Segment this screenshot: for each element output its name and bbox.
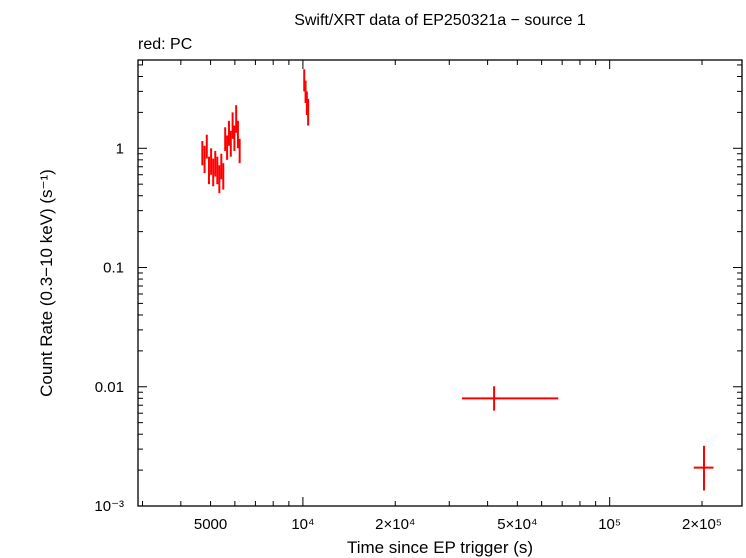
y-tick-label: 0.1 (103, 260, 124, 277)
x-tick-label: 5000 (194, 516, 227, 533)
x-axis-label: Time since EP trigger (s) (347, 538, 533, 557)
axis-ticks (138, 60, 742, 507)
data-point (303, 69, 306, 92)
data-point (233, 125, 236, 151)
data-point (207, 156, 210, 185)
y-tick-labels: 10⁻³ 0.01 0.1 1 (94, 140, 124, 515)
data-point (693, 445, 714, 491)
data-point (218, 165, 221, 194)
data-point (227, 120, 230, 146)
chart-title: Swift/XRT data of EP250321a − source 1 (294, 12, 586, 29)
data-point (231, 112, 234, 139)
data-point (212, 158, 215, 187)
x-tick-label: 10⁴ (291, 516, 314, 533)
data-point (305, 91, 308, 116)
data-point (226, 135, 229, 160)
y-tick-label: 1 (116, 140, 124, 157)
chart-subtitle: red: PC (138, 36, 192, 53)
data-point (307, 98, 310, 126)
x-tick-label: 5×10⁴ (497, 516, 537, 533)
data-point (238, 138, 241, 164)
data-point (220, 153, 223, 180)
data-point (201, 141, 204, 166)
data-points (201, 69, 714, 491)
x-tick-labels: 5000 10⁴ 2×10⁴ 5×10⁴ 10⁵ 2×10⁵ (194, 516, 722, 533)
data-point (205, 134, 208, 159)
y-axis-label: Count Rate (0.3−10 keV) (s⁻¹) (37, 169, 56, 397)
data-point (304, 80, 307, 103)
data-point (235, 105, 238, 133)
data-point (224, 127, 227, 151)
plot-frame (137, 59, 743, 507)
data-point (236, 120, 239, 149)
x-tick-label: 2×10⁴ (375, 516, 415, 533)
data-point (203, 145, 206, 174)
data-point (214, 150, 217, 177)
data-point (216, 156, 219, 185)
y-tick-label: 0.01 (95, 379, 124, 396)
data-point (461, 386, 559, 411)
data-point (210, 148, 213, 175)
data-point (222, 163, 225, 190)
x-tick-label: 10⁵ (598, 516, 621, 533)
data-point (229, 130, 232, 157)
x-tick-label: 2×10⁵ (682, 516, 722, 533)
y-tick-label: 10⁻³ (94, 498, 124, 515)
